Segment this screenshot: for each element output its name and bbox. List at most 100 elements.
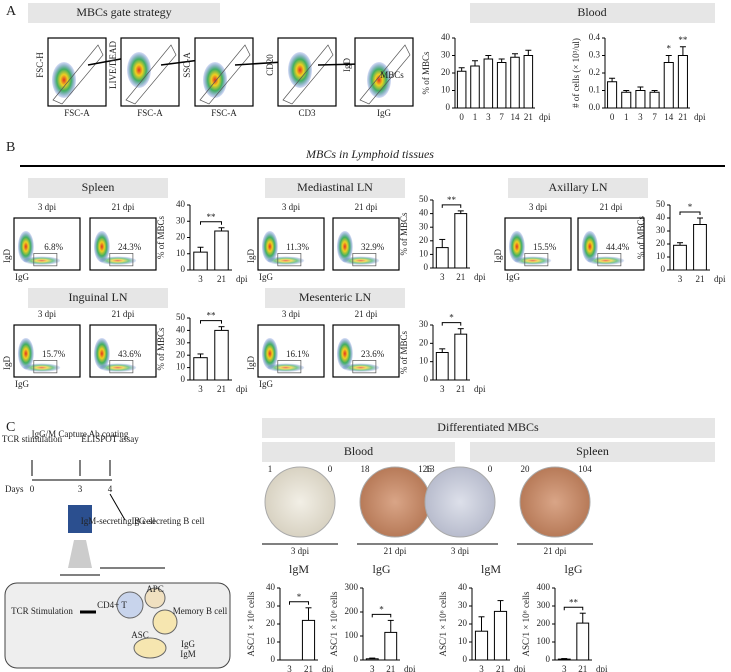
y-tick-label: 40 [441, 32, 451, 42]
chart-title: lgM [481, 562, 501, 576]
significance: ** [447, 195, 457, 205]
bar [456, 70, 467, 109]
axis-label: IgG [506, 272, 520, 282]
percent-label: 24.3% [118, 242, 142, 252]
header-box [262, 418, 715, 438]
scheme-label: IgG [181, 639, 195, 649]
percent-label: 43.6% [118, 349, 142, 359]
bar [635, 90, 646, 109]
x-axis-label: dpi [694, 112, 706, 122]
x-tick-label: 3 [287, 664, 292, 672]
axis-label: IgD [246, 356, 256, 370]
memory-b-cell [152, 609, 178, 635]
y-tick-label: 0 [546, 654, 551, 664]
y-tick-label: 30 [441, 50, 451, 60]
y-tick-label: 30 [656, 225, 666, 235]
y-tick-label: 200 [345, 606, 359, 616]
scheme-box [4, 582, 231, 669]
well-label: 21 dpi [544, 546, 567, 556]
x-tick-label: 21 [696, 274, 705, 284]
plot-label: 21 dpi [355, 202, 378, 212]
y-tick-label: 20 [656, 238, 666, 248]
axis-label: FSC-A [64, 108, 90, 118]
significance: ** [569, 597, 579, 607]
apc [144, 587, 166, 609]
x-axis-label: dpi [474, 384, 486, 394]
plot-label: 3 dpi [282, 202, 301, 212]
x-axis-label: dpi [236, 274, 248, 284]
well-label: 3 dpi [291, 546, 310, 556]
cell-cloud [93, 338, 110, 370]
chart-title: lgG [373, 562, 391, 576]
x-axis-label: dpi [596, 664, 608, 672]
plot-label: 21 dpi [112, 309, 135, 319]
percent-label: 15.7% [42, 349, 66, 359]
x-tick-label: 3 [370, 664, 375, 672]
y-tick-label: 30 [176, 337, 186, 347]
bar [384, 631, 398, 661]
cell-cloud [261, 338, 278, 370]
significance: ** [207, 212, 217, 222]
x-tick-label: 21 [524, 112, 533, 122]
gate [352, 253, 377, 267]
igg-count: 0 [488, 464, 493, 474]
y-tick-label: 30 [176, 215, 186, 225]
y-tick-label: 10 [656, 251, 666, 261]
axis-label: IgD [2, 356, 12, 370]
cell-cloud [508, 231, 525, 263]
x-tick-label: 0 [610, 112, 615, 122]
y-tick-label: 10 [441, 85, 451, 95]
significance-bracket [563, 606, 584, 611]
y-axis-label: % of MBCs [399, 331, 409, 375]
y-tick-label: 0.2 [589, 67, 600, 77]
y-axis-label: ASC/1 × 10⁶ cells [438, 591, 448, 656]
bar [557, 658, 571, 661]
cell-cloud [203, 62, 227, 98]
gate [597, 253, 622, 267]
significance-bracket [371, 613, 392, 618]
scheme-label: ASC [131, 630, 149, 640]
significance: * [297, 592, 302, 602]
y-tick-label: 300 [345, 582, 359, 592]
x-tick-label: 21 [678, 112, 687, 122]
cell-cloud [99, 256, 137, 265]
y-axis-label: ASC/1 × 10⁶ cells [329, 591, 339, 656]
panel-letter: C [6, 420, 15, 435]
arrow [234, 61, 284, 66]
x-axis-label: dpi [474, 272, 486, 282]
elispot-well [359, 466, 431, 538]
cell-cloud [23, 363, 61, 372]
y-tick-label: 50 [656, 199, 666, 209]
y-tick-label: 40 [176, 324, 186, 334]
y-axis-label: % of MBCs [156, 327, 166, 371]
cell-cloud [514, 256, 552, 265]
cell-cloud [99, 363, 137, 372]
y-tick-label: 0.0 [589, 102, 601, 112]
y-tick-label: 100 [345, 630, 359, 640]
y-axis-label: % of MBCs [636, 216, 646, 260]
y-tick-label: 0.3 [589, 50, 601, 60]
cell-cloud [17, 338, 34, 370]
y-tick-label: 10 [176, 362, 186, 372]
plot-label: 3 dpi [529, 202, 548, 212]
gate-label: MBCs [380, 70, 404, 80]
x-tick-label: 3 [440, 272, 445, 282]
x-axis-label: dpi [714, 274, 726, 284]
significance: * [667, 44, 672, 54]
igg-count: 126 [418, 464, 432, 474]
y-tick-label: 20 [176, 232, 186, 242]
x-tick-label: 14 [664, 112, 674, 122]
x-tick-label: 21 [217, 274, 226, 284]
axis-label: IgG [377, 108, 391, 118]
y-tick-label: 20 [266, 618, 276, 628]
axis-label: SSC-A [182, 52, 192, 78]
x-tick-label: 14 [511, 112, 521, 122]
header: Spleen [576, 444, 609, 458]
bar [693, 224, 707, 271]
header-box [262, 442, 455, 462]
bar [576, 622, 590, 661]
x-axis-label: dpi [236, 384, 248, 394]
y-tick-label: 0 [463, 654, 468, 664]
gate [352, 360, 377, 374]
